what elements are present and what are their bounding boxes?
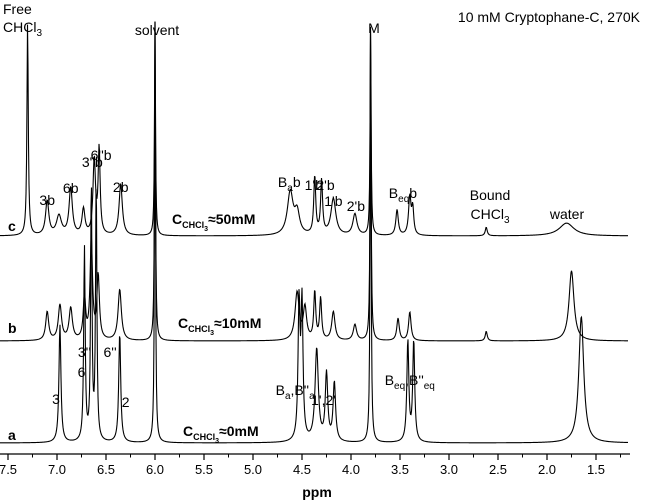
chart-title: 10 mM Cryptophane-C, 270K: [458, 9, 641, 25]
trace-label-a: a: [8, 427, 16, 443]
peak-label-c: 2'b: [347, 198, 365, 214]
spectrum-line-c: [0, 21, 629, 237]
peak-label-a: 3'': [78, 344, 91, 360]
x-tick-label: 4.0: [342, 462, 360, 477]
bound-chcl3-label-line2: CHCl3: [470, 206, 509, 226]
spectrum-line-b: [0, 21, 628, 342]
trace-label-b: b: [8, 320, 17, 336]
peak-label-a: 6: [78, 364, 86, 380]
free-chcl3-label-line1: Free: [3, 1, 32, 17]
x-tick-label: 4.5: [293, 462, 311, 477]
x-tick-label: 5.0: [244, 462, 262, 477]
x-tick-label: 2.0: [538, 462, 556, 477]
ba-b-label: Bab: [278, 174, 301, 194]
peak-label-a: 3: [52, 391, 60, 407]
concentration-label-b: CCHCl3≈10mM: [178, 315, 261, 337]
x-axis-ticks: 7.5 7.0 6.5 6.0 5.5 5.0 4.5 4.0 3.5 3.0 2.5 2.0 1.5: [0, 454, 621, 477]
x-tick-label: 3.5: [391, 462, 409, 477]
x-axis-label: ppm: [302, 484, 332, 500]
peak-label-c: 6''b: [91, 147, 112, 163]
bound-chcl3-label-line1: Bound: [470, 187, 510, 203]
m-label: M: [368, 20, 380, 36]
x-tick-label: 2.5: [489, 462, 507, 477]
peak-label-c: 6b: [63, 180, 79, 196]
peak-label-a: 1',2': [311, 392, 336, 408]
spectra-traces: [0, 21, 629, 444]
peak-label-c: 2'b: [316, 177, 334, 193]
trace-a-peak-labels: 3 6 3'' 6'' 2 1',2': [52, 344, 336, 410]
peak-label-c: 3b: [39, 192, 55, 208]
x-tick-label: 6.0: [146, 462, 164, 477]
solvent-label: solvent: [135, 22, 179, 38]
x-tick-label: 1.5: [587, 462, 605, 477]
beq-b2eq-label: Beq,B''eq: [385, 372, 435, 392]
concentration-label-a: CCHCl3≈0mM: [183, 423, 259, 445]
x-tick-label: 3.0: [440, 462, 458, 477]
trace-label-c: c: [8, 218, 16, 234]
peak-label-c: 3''b: [82, 154, 103, 170]
peak-label-c: 2b: [113, 179, 129, 195]
concentration-label-c: CCHCl3≈50mM: [172, 211, 255, 233]
x-tick-label: 7.5: [0, 462, 17, 477]
beq-b-label: Beqb: [389, 185, 417, 205]
x-tick-label: 5.5: [195, 462, 213, 477]
peak-label-c: 1'b: [324, 193, 342, 209]
water-label: water: [549, 206, 585, 222]
peak-label-c: 1'b: [305, 177, 323, 193]
free-chcl3-label-line2: CHCl3: [3, 19, 42, 39]
spectrum-line-a: [0, 21, 629, 444]
x-tick-label: 7.0: [48, 462, 66, 477]
peak-label-a: 2: [122, 394, 130, 410]
peak-label-a: 6'': [104, 344, 117, 360]
ba-b2a-label: Ba,B''a: [276, 382, 315, 402]
x-tick-label: 6.5: [97, 462, 115, 477]
